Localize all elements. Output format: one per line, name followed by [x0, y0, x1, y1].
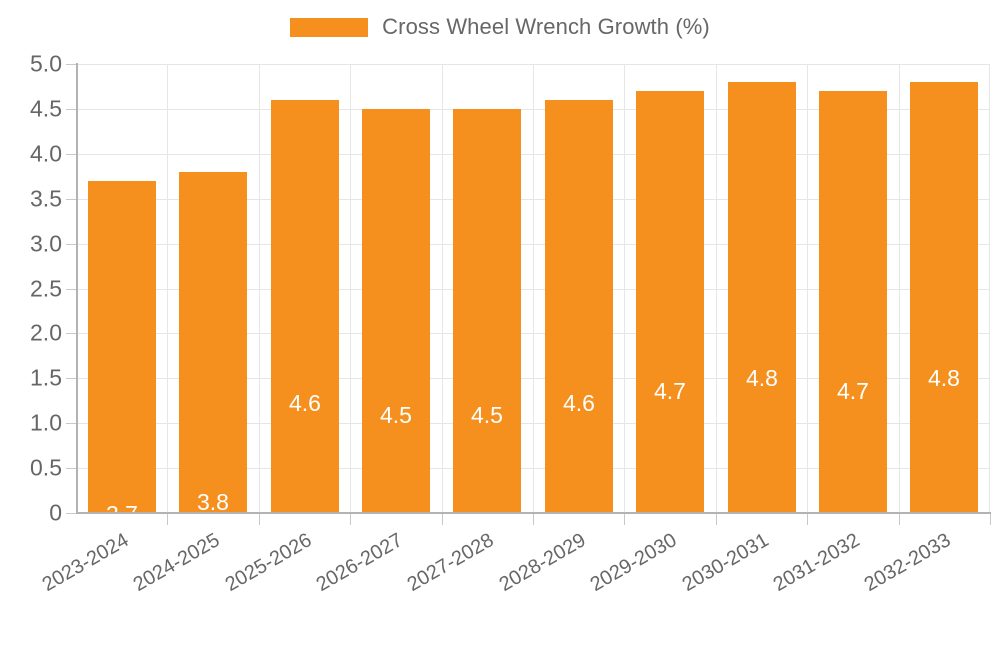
bar-value-label: 3.8 [197, 489, 229, 516]
bar[interactable]: 4.6 [545, 99, 613, 513]
legend-color-swatch [290, 17, 369, 37]
bar[interactable]: 3.7 [88, 180, 156, 526]
y-axis-tick-label: 5.0 [30, 50, 62, 77]
vertical-gridline [350, 64, 351, 513]
y-axis-tick-label: 3.5 [30, 185, 62, 212]
bar[interactable]: 3.8 [179, 171, 247, 516]
y-axis-tick-mark [66, 513, 76, 514]
x-axis-tick-mark [807, 514, 808, 525]
x-axis-tick-mark [990, 514, 991, 525]
bar[interactable]: 4.7 [819, 90, 887, 513]
bar[interactable]: 4.8 [728, 81, 796, 513]
y-axis-tick-label: 0.5 [30, 454, 62, 481]
chart-legend: Cross Wheel Wrench Growth (%) [0, 12, 1000, 42]
x-axis-tick-mark [259, 514, 260, 525]
y-axis-tick-mark [66, 64, 76, 65]
y-axis-tick-label: 4.0 [30, 140, 62, 167]
plot-area: 3.7 3.8 4.6 4.5 4.5 4.6 4.7 4.8 4.7 4.8 [76, 64, 990, 526]
vertical-gridline [899, 64, 900, 513]
bar[interactable]: 4.5 [362, 108, 430, 513]
bar[interactable]: 4.6 [271, 99, 339, 513]
y-axis-line [76, 63, 78, 514]
x-axis-tick-mark [350, 514, 351, 525]
bar-value-label: 4.6 [563, 389, 595, 416]
bar-value-label: 4.7 [654, 377, 686, 404]
y-axis-tick-label: 1.0 [30, 409, 62, 436]
vertical-gridline [533, 64, 534, 513]
vertical-gridline [259, 64, 260, 513]
vertical-gridline [167, 64, 168, 513]
y-axis-tick-label: 3.0 [30, 230, 62, 257]
bar-value-label: 4.5 [471, 402, 503, 429]
y-axis-tick-label: 4.5 [30, 95, 62, 122]
y-axis-tick-mark [66, 423, 76, 425]
x-axis-tick-mark [442, 514, 443, 525]
x-axis-tick-mark [899, 514, 900, 525]
bar-value-label: 4.6 [289, 389, 321, 416]
bar[interactable]: 4.8 [910, 81, 978, 513]
y-axis-tick-labels: 0 0.5 1.0 1.5 2.0 2.5 3.0 3.5 4.0 4.5 5.0 [0, 0, 76, 600]
bar[interactable]: 4.5 [453, 108, 521, 513]
y-axis-tick-mark [66, 198, 76, 200]
bar-chart: Cross Wheel Wrench Growth (%) 0 0.5 1.0 1.5… [0, 0, 1000, 600]
x-axis-tick-mark [624, 514, 625, 525]
vertical-gridline [989, 64, 990, 513]
bar-value-label: 4.5 [380, 402, 412, 429]
legend-series-label: Cross Wheel Wrench Growth (%) [382, 14, 710, 39]
x-axis-tick-mark [533, 514, 534, 525]
y-axis-tick-label: 1.5 [30, 364, 62, 391]
x-axis-tick-mark [716, 514, 717, 525]
y-axis-tick-label: 0 [49, 499, 62, 526]
x-axis-tick-mark [167, 514, 168, 525]
bar-value-label: 4.8 [928, 365, 960, 392]
vertical-gridline [807, 64, 808, 513]
y-axis-tick-mark [66, 153, 76, 155]
y-axis-tick-mark [66, 288, 76, 290]
y-axis-tick-mark [66, 108, 76, 110]
y-axis-tick-label: 2.5 [30, 275, 62, 301]
y-axis-tick-mark [66, 333, 76, 335]
bar-value-label: 3.7 [106, 501, 138, 528]
bar[interactable]: 4.7 [636, 90, 704, 513]
vertical-gridline [624, 64, 625, 513]
y-axis-tick-label: 2.0 [30, 319, 62, 346]
bar-value-label: 4.7 [837, 377, 869, 404]
y-axis-tick-mark [66, 378, 76, 380]
x-axis-line [76, 512, 991, 514]
y-axis-tick-mark [66, 468, 76, 470]
bar-value-label: 4.8 [746, 365, 778, 392]
y-axis-tick-mark [66, 243, 76, 245]
vertical-gridline [442, 64, 443, 513]
vertical-gridline [716, 64, 717, 513]
